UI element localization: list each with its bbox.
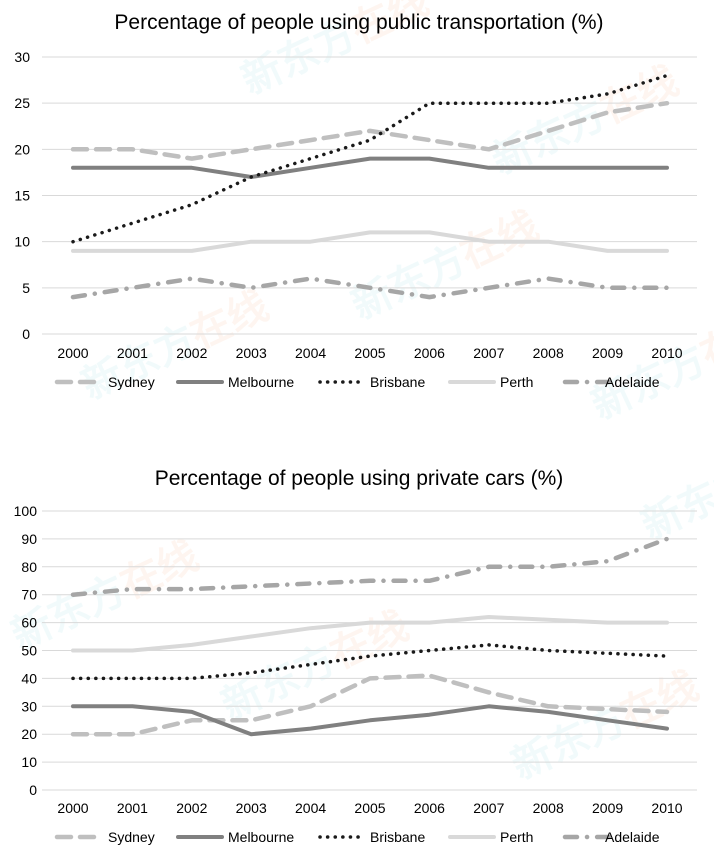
- watermark-text: 新东方在线: [505, 663, 706, 789]
- y-tick-label: 5: [22, 280, 30, 296]
- series-line-adelaide: [70, 536, 670, 597]
- chart-title: Percentage of people using private cars …: [155, 467, 564, 490]
- x-tick-label: 2001: [117, 345, 148, 361]
- series-line-melbourne: [71, 156, 669, 179]
- x-tick-label: 2004: [295, 800, 326, 816]
- watermark-layer: 新东方在线新东方在线新东方在线新东方在线新东方在线新东方在线新东方在线新东方在线…: [5, 0, 714, 789]
- y-tick-label: 100: [14, 503, 38, 519]
- legend-label-adelaide: Adelaide: [605, 829, 660, 845]
- y-tick-label: 30: [14, 49, 30, 65]
- series-line-perth: [71, 230, 669, 253]
- series-line-adelaide: [70, 276, 670, 300]
- legend-label-brisbane: Brisbane: [370, 374, 425, 390]
- y-tick-label: 90: [21, 531, 37, 547]
- series-line-sydney: [70, 673, 670, 737]
- x-tick-label: 2006: [414, 800, 445, 816]
- private-cars-chart: Percentage of people using private cars …: [14, 467, 697, 845]
- legend-label-sydney: Sydney: [108, 374, 155, 390]
- y-tick-label: 70: [21, 587, 37, 603]
- x-tick-label: 2006: [414, 345, 445, 361]
- y-tick-label: 50: [21, 643, 37, 659]
- x-tick-label: 2008: [533, 345, 564, 361]
- watermark-text: 新东方在线: [635, 423, 714, 549]
- x-tick-label: 2005: [354, 800, 385, 816]
- x-tick-label: 2004: [295, 345, 326, 361]
- y-tick-label: 25: [14, 95, 30, 111]
- y-tick-label: 10: [21, 754, 37, 770]
- legend-label-sydney: Sydney: [108, 829, 155, 845]
- x-tick-label: 2010: [651, 345, 682, 361]
- legend-label-adelaide: Adelaide: [605, 374, 660, 390]
- y-tick-label: 20: [14, 141, 30, 157]
- y-tick-label: 10: [14, 234, 30, 250]
- series-line-melbourne: [71, 704, 669, 737]
- x-tick-label: 2009: [592, 345, 623, 361]
- y-tick-label: 15: [14, 188, 30, 204]
- x-tick-label: 2000: [57, 800, 88, 816]
- y-tick-label: 80: [21, 559, 37, 575]
- y-tick-label: 20: [21, 726, 37, 742]
- x-tick-label: 2007: [473, 800, 504, 816]
- x-tick-label: 2002: [176, 800, 207, 816]
- y-tick-label: 30: [21, 698, 37, 714]
- legend-label-melbourne: Melbourne: [228, 374, 294, 390]
- y-tick-label: 60: [21, 615, 37, 631]
- watermark-text: 新东方在线: [345, 203, 546, 329]
- y-tick-label: 0: [29, 782, 37, 798]
- y-tick-label: 40: [21, 670, 37, 686]
- x-tick-label: 2007: [473, 345, 504, 361]
- public-transport-chart: Percentage of people using public transp…: [14, 11, 697, 390]
- y-tick-label: 0: [22, 326, 30, 342]
- x-tick-label: 2005: [354, 345, 385, 361]
- series-line-brisbane: [71, 643, 669, 681]
- series-line-brisbane: [71, 73, 669, 244]
- chart-title: Percentage of people using public transp…: [114, 11, 603, 34]
- legend-label-perth: Perth: [500, 829, 533, 845]
- x-tick-label: 2003: [236, 345, 267, 361]
- watermark-text: 新东方在线: [585, 303, 714, 429]
- x-tick-label: 2009: [592, 800, 623, 816]
- series-line-sydney: [70, 100, 670, 161]
- legend: Sydney Melbourne Brisbane Perth Adelaide: [54, 829, 660, 845]
- x-tick-label: 2003: [236, 800, 267, 816]
- x-tick-label: 2000: [57, 345, 88, 361]
- legend-label-brisbane: Brisbane: [370, 829, 425, 845]
- legend-label-melbourne: Melbourne: [228, 829, 294, 845]
- x-tick-label: 2001: [117, 800, 148, 816]
- series-line-perth: [71, 615, 669, 653]
- x-tick-label: 2002: [176, 345, 207, 361]
- legend: Sydney Melbourne Brisbane Perth Adelaide: [54, 374, 660, 390]
- legend-label-perth: Perth: [500, 374, 533, 390]
- x-tick-label: 2010: [651, 800, 682, 816]
- x-tick-label: 2008: [533, 800, 564, 816]
